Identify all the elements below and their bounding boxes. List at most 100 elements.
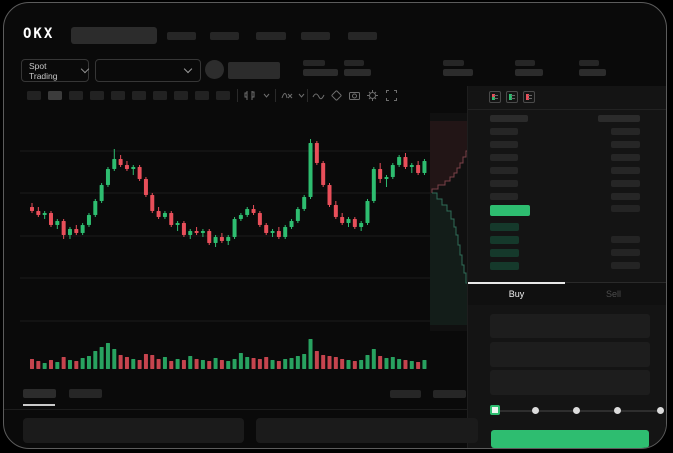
amount-cell-skeleton: [611, 193, 640, 200]
timeframe-skeleton[interactable]: [69, 91, 83, 100]
amount-slider[interactable]: [490, 405, 664, 415]
timeframe-skeleton[interactable]: [216, 91, 230, 100]
order-total-field[interactable]: [490, 370, 650, 395]
market-type-dropdown[interactable]: Spot Trading: [21, 59, 90, 82]
bottom-action-skeleton[interactable]: [390, 390, 421, 398]
price-cell-skeleton: [490, 262, 519, 270]
orderbook-row[interactable]: [468, 115, 666, 123]
orders-panel-skeleton: [23, 418, 244, 443]
order-price-field[interactable]: [490, 314, 650, 338]
search-box-skeleton[interactable]: [71, 27, 157, 44]
amount-cell-skeleton: [598, 115, 640, 122]
price-cell-skeleton: [490, 115, 528, 122]
chart-toolbar: [4, 89, 467, 107]
eraser-icon[interactable]: [330, 89, 343, 102]
orderbook-row[interactable]: [468, 128, 666, 136]
stat-skeleton: [344, 60, 371, 76]
price-cell-skeleton: [490, 223, 519, 231]
chevron-down-icon[interactable]: [260, 89, 273, 102]
bottom-section: [4, 378, 478, 448]
subheader: Spot Trading: [4, 51, 666, 86]
market-type-label: Spot Trading: [29, 60, 58, 81]
amount-cell-skeleton: [611, 236, 640, 243]
amount-cell-skeleton: [611, 141, 640, 148]
line-overlay-icon[interactable]: [312, 89, 325, 102]
slider-stop[interactable]: [573, 407, 580, 414]
orderbook-row[interactable]: [468, 193, 666, 201]
orderbook-view-toggles: [489, 91, 535, 103]
nav-item-skeleton[interactable]: [256, 32, 286, 40]
orderbook-row[interactable]: [468, 223, 666, 231]
timeframe-skeleton[interactable]: [174, 91, 188, 100]
timeframe-skeleton[interactable]: [90, 91, 104, 100]
trade-tabs: Buy Sell: [468, 282, 666, 305]
amount-cell-skeleton: [611, 180, 640, 187]
price-cell-skeleton: [490, 180, 518, 187]
order-amount-field[interactable]: [490, 342, 650, 367]
timeframe-skeleton[interactable]: [132, 91, 146, 100]
bottom-tab-skeleton[interactable]: [69, 389, 102, 398]
tab-sell[interactable]: Sell: [565, 283, 662, 305]
pair-avatar: [205, 60, 224, 79]
nav-item-skeleton[interactable]: [167, 32, 196, 40]
timeframe-skeleton[interactable]: [195, 91, 209, 100]
orders-panel-skeleton: [256, 418, 478, 443]
stat-skeleton: [443, 60, 473, 76]
slider-stop[interactable]: [532, 407, 539, 414]
orderbook-row[interactable]: [468, 262, 666, 270]
chevron-down-icon[interactable]: [295, 89, 308, 102]
nav-item-skeleton[interactable]: [301, 32, 330, 40]
timeframe-skeleton[interactable]: [153, 91, 167, 100]
price-cell-skeleton: [490, 236, 519, 244]
price-cell-skeleton: [490, 128, 518, 135]
slider-stop[interactable]: [614, 407, 621, 414]
tab-buy-label: Buy: [508, 289, 525, 299]
active-tab-indicator: [468, 282, 565, 284]
orderbook-row[interactable]: [468, 236, 666, 244]
orderbook-trade-panel: Buy Sell: [467, 86, 666, 448]
settings-gear-icon[interactable]: [366, 89, 379, 102]
orderbook-row[interactable]: [468, 205, 666, 216]
orderbook-row[interactable]: [468, 180, 666, 188]
stat-skeleton: [579, 60, 606, 76]
tab-buy[interactable]: Buy: [468, 283, 565, 305]
orderbook-row[interactable]: [468, 249, 666, 257]
orderbook-row[interactable]: [468, 141, 666, 149]
orderbook-combined-icon[interactable]: [489, 91, 501, 103]
top-nav: OKX: [4, 3, 666, 51]
okx-logo[interactable]: OKX: [23, 26, 55, 42]
pair-dropdown[interactable]: [95, 59, 201, 82]
orderbook-asks-icon[interactable]: [523, 91, 535, 103]
bottom-tab-skeleton-active[interactable]: [23, 389, 56, 398]
bottom-action-skeleton[interactable]: [433, 390, 466, 398]
buy-submit-button[interactable]: [491, 430, 649, 448]
chevron-down-icon: [183, 64, 193, 74]
nav-item-skeleton[interactable]: [210, 32, 239, 40]
orderbook-row[interactable]: [468, 154, 666, 162]
price-cell-skeleton: [490, 205, 530, 216]
orderbook-row[interactable]: [468, 167, 666, 175]
price-cell-skeleton: [490, 249, 519, 257]
camera-icon[interactable]: [348, 89, 361, 102]
amount-cell-skeleton: [611, 262, 640, 269]
timeframe-skeleton[interactable]: [111, 91, 125, 100]
candlestick-chart[interactable]: [16, 108, 467, 376]
stat-skeleton: [303, 60, 338, 76]
app-window: OKX Spot Trading: [3, 2, 667, 449]
slider-stop[interactable]: [657, 407, 664, 414]
amount-cell-skeleton: [611, 249, 640, 256]
timeframe-skeleton-active[interactable]: [48, 91, 62, 100]
price-skeleton: [228, 62, 280, 79]
fullscreen-icon[interactable]: [385, 89, 398, 102]
indicators-fx-icon[interactable]: [280, 89, 293, 102]
amount-cell-skeleton: [611, 128, 640, 135]
price-cell-skeleton: [490, 154, 518, 161]
orderbook-bids-icon[interactable]: [506, 91, 518, 103]
stat-skeleton: [515, 60, 543, 76]
candles-style-icon[interactable]: [243, 89, 256, 102]
price-cell-skeleton: [490, 167, 518, 174]
nav-item-skeleton[interactable]: [348, 32, 377, 40]
amount-cell-skeleton: [611, 154, 640, 161]
timeframe-skeleton[interactable]: [27, 91, 41, 100]
slider-handle[interactable]: [490, 405, 500, 415]
